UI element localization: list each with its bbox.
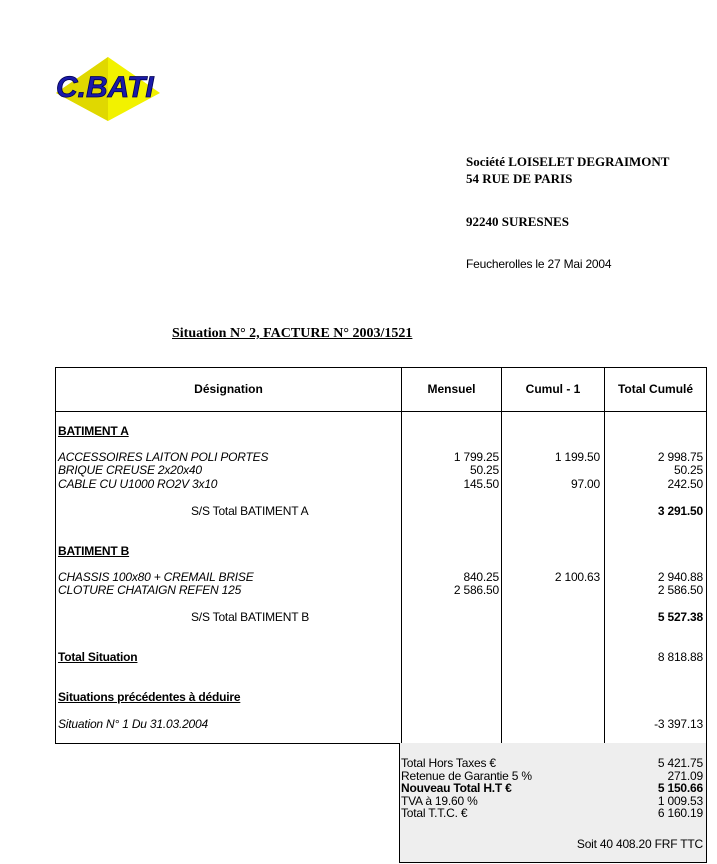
previous-value: -3 397.13 bbox=[654, 717, 703, 731]
col-cumul: Cumul - 1 bbox=[525, 382, 581, 396]
subtotal-label: S/S Total BATIMENT B bbox=[191, 610, 310, 624]
summary-label: Total Hors Taxes € bbox=[401, 756, 496, 770]
summary-value: 6 160.19 bbox=[657, 806, 703, 821]
mensuel-value: 2 586.50 bbox=[453, 583, 499, 597]
subtotal-value: 5 527.38 bbox=[657, 610, 703, 624]
total-value: 50.25 bbox=[673, 463, 703, 477]
cumul-value: 97.00 bbox=[570, 477, 600, 491]
recipient-city: 92240 SURESNES bbox=[466, 214, 569, 229]
summary-label: Nouveau Total H.T € bbox=[401, 781, 512, 796]
summary-label: TVA à 19.60 % bbox=[401, 793, 478, 808]
header-divider bbox=[56, 411, 706, 412]
invoice-title: Situation N° 2, FACTURE N° 2003/1521 bbox=[172, 326, 413, 341]
subtotal-value: 3 291.50 bbox=[657, 504, 703, 518]
mensuel-value: 145.50 bbox=[463, 477, 499, 491]
summary-value: 5 150.66 bbox=[657, 781, 703, 796]
mensuel-value: 50.25 bbox=[469, 463, 499, 477]
frf-total: Soit 40 408.20 FRF TTC bbox=[576, 837, 703, 851]
total-situation-label: Total Situation bbox=[58, 650, 138, 664]
total-situation-value: 8 818.88 bbox=[657, 650, 703, 664]
col-total: Total Cumulé bbox=[617, 382, 694, 396]
column-divider bbox=[604, 368, 605, 743]
column-divider bbox=[501, 368, 502, 743]
section-heading: BATIMENT A bbox=[58, 424, 129, 438]
col-designation: Désignation bbox=[194, 382, 263, 396]
section-heading: BATIMENT B bbox=[58, 544, 130, 558]
place-date: Feucherolles le 27 Mai 2004 bbox=[466, 257, 612, 271]
recipient-street: 54 RUE DE PARIS bbox=[466, 171, 573, 186]
summary-value: 1 009.53 bbox=[657, 793, 703, 808]
item-label: CLOTURE CHATAIGN REFEN 125 bbox=[58, 583, 242, 597]
total-value: 2 940.88 bbox=[657, 570, 703, 584]
cumul-value: 1 199.50 bbox=[554, 450, 600, 464]
mensuel-value: 1 799.25 bbox=[453, 450, 499, 464]
column-divider bbox=[401, 368, 402, 743]
item-label: CHASSIS 100x80 + CREMAIL BRISE bbox=[58, 570, 254, 584]
invoice-table: Désignation Mensuel Cumul - 1 Total Cumu… bbox=[55, 367, 707, 744]
item-label: ACCESSOIRES LAITON POLI PORTES bbox=[58, 450, 269, 464]
summary-label: Total T.T.C. € bbox=[401, 806, 468, 821]
recipient-name: Société LOISELET DEGRAIMONT bbox=[466, 154, 670, 169]
cbati-logo: C.BATI bbox=[56, 57, 160, 121]
item-label: CABLE CU U1000 RO2V 3x10 bbox=[58, 477, 218, 491]
item-label: BRIQUE CREUSE 2x20x40 bbox=[58, 463, 202, 477]
summary-value: 271.09 bbox=[667, 768, 703, 783]
cumul-value: 2 100.63 bbox=[554, 570, 600, 584]
summary-label: Retenue de Garantie 5 % bbox=[401, 768, 532, 783]
previous-heading: Situations précédentes à déduire bbox=[58, 690, 241, 704]
summary-box bbox=[399, 743, 707, 863]
subtotal-label: S/S Total BATIMENT A bbox=[191, 504, 309, 518]
total-value: 2 586.50 bbox=[657, 583, 703, 597]
previous-label: Situation N° 1 Du 31.03.2004 bbox=[58, 717, 208, 731]
summary-value: 5 421.75 bbox=[657, 756, 703, 770]
svg-text:C.BATI: C.BATI bbox=[56, 71, 154, 104]
total-value: 2 998.75 bbox=[657, 450, 703, 464]
total-value: 242.50 bbox=[667, 477, 703, 491]
mensuel-value: 840.25 bbox=[463, 570, 499, 584]
col-mensuel: Mensuel bbox=[427, 382, 476, 396]
